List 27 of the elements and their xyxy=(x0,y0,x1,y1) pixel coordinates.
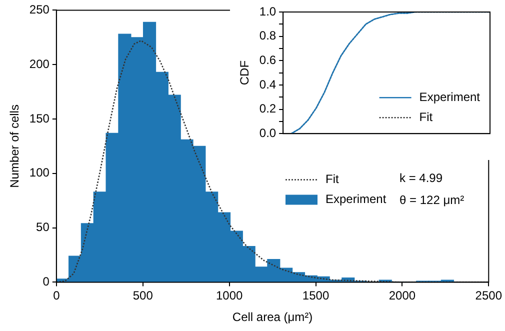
x-tick-label: 1000 xyxy=(216,288,243,303)
x-tick-label: 2500 xyxy=(475,288,502,303)
y-tick-label: 0.4 xyxy=(259,77,276,92)
y-tick-label: 250 xyxy=(29,2,50,17)
annotation: k = 4.99 xyxy=(399,171,443,186)
y-tick-label: 0.2 xyxy=(259,102,276,116)
y-tick-label: 100 xyxy=(29,166,50,180)
x-tick-label: 2000 xyxy=(388,288,416,303)
y-tick-label: 0.6 xyxy=(259,52,276,67)
y-tick-label: 0 xyxy=(42,274,50,289)
y-tick-label: 200 xyxy=(29,56,50,71)
y-axis-title: Number of cells xyxy=(8,104,22,188)
x-tick-label: 500 xyxy=(132,288,154,303)
y-tick-label: 150 xyxy=(29,111,50,126)
x-axis-title: Cell area (μm²) xyxy=(232,310,313,324)
y-tick-label: 0.0 xyxy=(259,126,276,140)
y-tick-label: 1.0 xyxy=(259,4,276,18)
y-tick-label: 50 xyxy=(36,220,50,234)
legend-label: Fit xyxy=(326,172,340,186)
legend-label: Experiment xyxy=(419,90,481,104)
y-tick-label: 0.8 xyxy=(259,28,276,43)
legend-label: Experiment xyxy=(326,192,387,206)
x-tick-label: 0 xyxy=(53,288,60,303)
y-axis-title: CDF xyxy=(238,60,252,86)
x-tick-label: 1500 xyxy=(302,288,330,303)
annotation: θ = 122 μm² xyxy=(399,193,464,208)
legend-label: Fit xyxy=(419,110,434,124)
